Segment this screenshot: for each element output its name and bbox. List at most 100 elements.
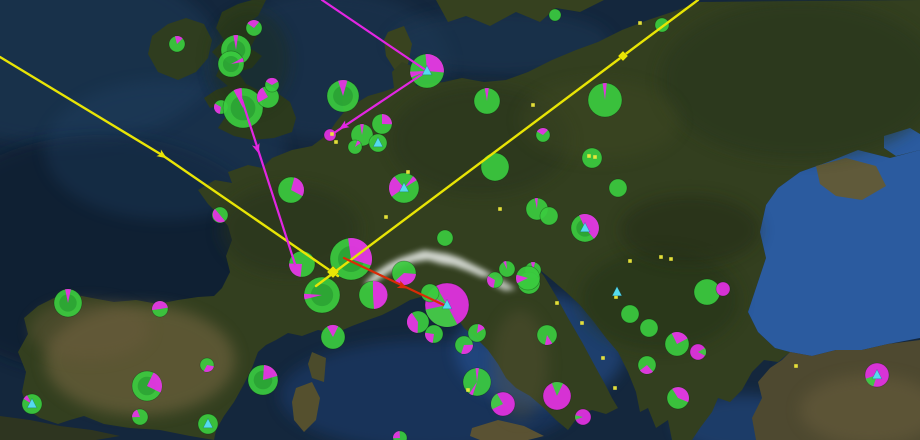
ocean-texture bbox=[390, 10, 610, 74]
green-pie-base bbox=[620, 304, 640, 324]
site-pie-marker[interactable] bbox=[515, 265, 541, 291]
site-pie-marker[interactable] bbox=[454, 335, 474, 355]
site-pie-marker[interactable] bbox=[581, 147, 603, 169]
magenta-wedge bbox=[233, 88, 243, 108]
magenta-wedge bbox=[425, 54, 444, 73]
magenta-wedge bbox=[544, 335, 553, 346]
magenta-wedge bbox=[503, 261, 507, 269]
site-pie-marker[interactable] bbox=[486, 271, 504, 289]
magenta-wedge bbox=[152, 301, 168, 311]
magenta-wedge bbox=[475, 367, 479, 382]
terrain-texture bbox=[520, 80, 680, 160]
waypoint-dot bbox=[406, 170, 410, 174]
site-pie-marker[interactable] bbox=[608, 178, 628, 198]
site-pie-marker[interactable] bbox=[392, 430, 408, 440]
site-pie-marker[interactable] bbox=[222, 87, 264, 129]
site-pie-marker[interactable] bbox=[715, 281, 731, 297]
cyan-triangle-icon bbox=[398, 181, 410, 193]
site-pie-marker[interactable] bbox=[264, 77, 280, 93]
site-pie-marker[interactable] bbox=[151, 300, 169, 318]
site-pie-marker[interactable] bbox=[473, 87, 501, 115]
site-pie-marker[interactable] bbox=[467, 323, 487, 343]
magenta-wedge bbox=[392, 431, 400, 439]
site-pie-marker[interactable] bbox=[689, 343, 707, 361]
site-pie-marker[interactable] bbox=[490, 391, 516, 417]
site-pie-marker[interactable] bbox=[462, 367, 492, 397]
site-pie-marker[interactable] bbox=[406, 310, 430, 334]
magenta-wedge bbox=[291, 177, 305, 197]
site-pie-marker[interactable] bbox=[436, 229, 454, 247]
magenta-wedge bbox=[65, 288, 71, 303]
cyan-triangle-icon bbox=[26, 397, 38, 409]
waypoint-dot bbox=[614, 295, 618, 299]
site-pie-marker[interactable] bbox=[358, 280, 388, 310]
magenta-wedge bbox=[536, 128, 548, 135]
site-pie-marker[interactable] bbox=[666, 386, 690, 410]
site-pie-marker[interactable] bbox=[639, 318, 659, 338]
route-arrow-marker bbox=[396, 280, 408, 289]
site-pie-marker[interactable] bbox=[320, 324, 346, 350]
site-pie-marker[interactable] bbox=[539, 206, 559, 226]
site-pie-marker[interactable] bbox=[247, 364, 279, 396]
waypoint-dot bbox=[531, 103, 535, 107]
waypoints-layer bbox=[330, 21, 798, 392]
magenta-pie-base bbox=[715, 281, 731, 297]
waypoint-dot bbox=[613, 386, 617, 390]
waypoint-dot bbox=[794, 364, 798, 368]
magenta-wedge bbox=[265, 77, 279, 85]
green-pie-base bbox=[480, 152, 510, 182]
route-arrow-marker bbox=[156, 149, 167, 159]
magenta-wedge bbox=[469, 382, 477, 396]
cyan-triangle-icon bbox=[202, 417, 214, 429]
magenta-wedge bbox=[233, 34, 239, 50]
site-pie-marker[interactable] bbox=[199, 357, 215, 373]
terrain-texture bbox=[580, 250, 740, 350]
site-pie-marker[interactable] bbox=[217, 50, 245, 78]
site-pie-marker[interactable] bbox=[693, 278, 721, 306]
magenta-wedge bbox=[461, 344, 474, 355]
waypoint-dot bbox=[466, 388, 470, 392]
green-pie-base bbox=[608, 178, 628, 198]
site-pie-marker[interactable] bbox=[536, 324, 558, 346]
route-magenta-north[interactable] bbox=[320, 0, 429, 73]
magenta-wedge bbox=[484, 87, 489, 101]
site-pie-marker[interactable] bbox=[211, 206, 229, 224]
magenta-wedge bbox=[534, 197, 538, 209]
waypoint-dot bbox=[669, 257, 673, 261]
waypoint-dot bbox=[498, 207, 502, 211]
site-pie-marker[interactable] bbox=[574, 408, 592, 426]
site-pie-marker[interactable] bbox=[548, 8, 562, 22]
route-magenta-london-paris[interactable] bbox=[240, 98, 297, 266]
site-pie-marker[interactable] bbox=[347, 139, 363, 155]
magenta-wedge bbox=[247, 20, 260, 28]
site-pie-marker[interactable] bbox=[288, 250, 316, 278]
site-pie-marker[interactable] bbox=[371, 113, 393, 135]
magenta-wedge bbox=[231, 57, 244, 64]
magenta-wedge bbox=[355, 140, 361, 147]
site-pie-marker[interactable] bbox=[424, 324, 444, 344]
site-pie-marker[interactable] bbox=[168, 35, 186, 53]
route-magenta-west[interactable] bbox=[329, 69, 429, 137]
site-pie-marker[interactable] bbox=[245, 19, 263, 37]
site-pie-marker[interactable] bbox=[664, 331, 690, 357]
site-pie-marker[interactable] bbox=[498, 260, 516, 278]
site-pie-marker[interactable] bbox=[131, 370, 163, 402]
site-pie-marker[interactable] bbox=[587, 82, 623, 118]
site-pie-marker[interactable] bbox=[277, 176, 305, 204]
site-pie-marker[interactable] bbox=[535, 127, 551, 143]
site-pie-marker[interactable] bbox=[637, 355, 657, 375]
magenta-wedge bbox=[382, 114, 393, 125]
site-pie-marker[interactable] bbox=[53, 288, 83, 318]
waypoint-dot bbox=[580, 321, 584, 325]
site-pie-marker[interactable] bbox=[326, 79, 360, 113]
route-red[interactable] bbox=[342, 256, 450, 309]
magenta-wedge bbox=[203, 365, 214, 373]
waypoint-dot bbox=[593, 155, 597, 159]
site-pie-marker[interactable] bbox=[542, 381, 572, 411]
site-pie-marker[interactable] bbox=[480, 152, 510, 182]
site-pie-marker[interactable] bbox=[303, 276, 341, 314]
site-pie-marker[interactable] bbox=[620, 304, 640, 324]
site-pie-marker[interactable] bbox=[131, 408, 149, 426]
